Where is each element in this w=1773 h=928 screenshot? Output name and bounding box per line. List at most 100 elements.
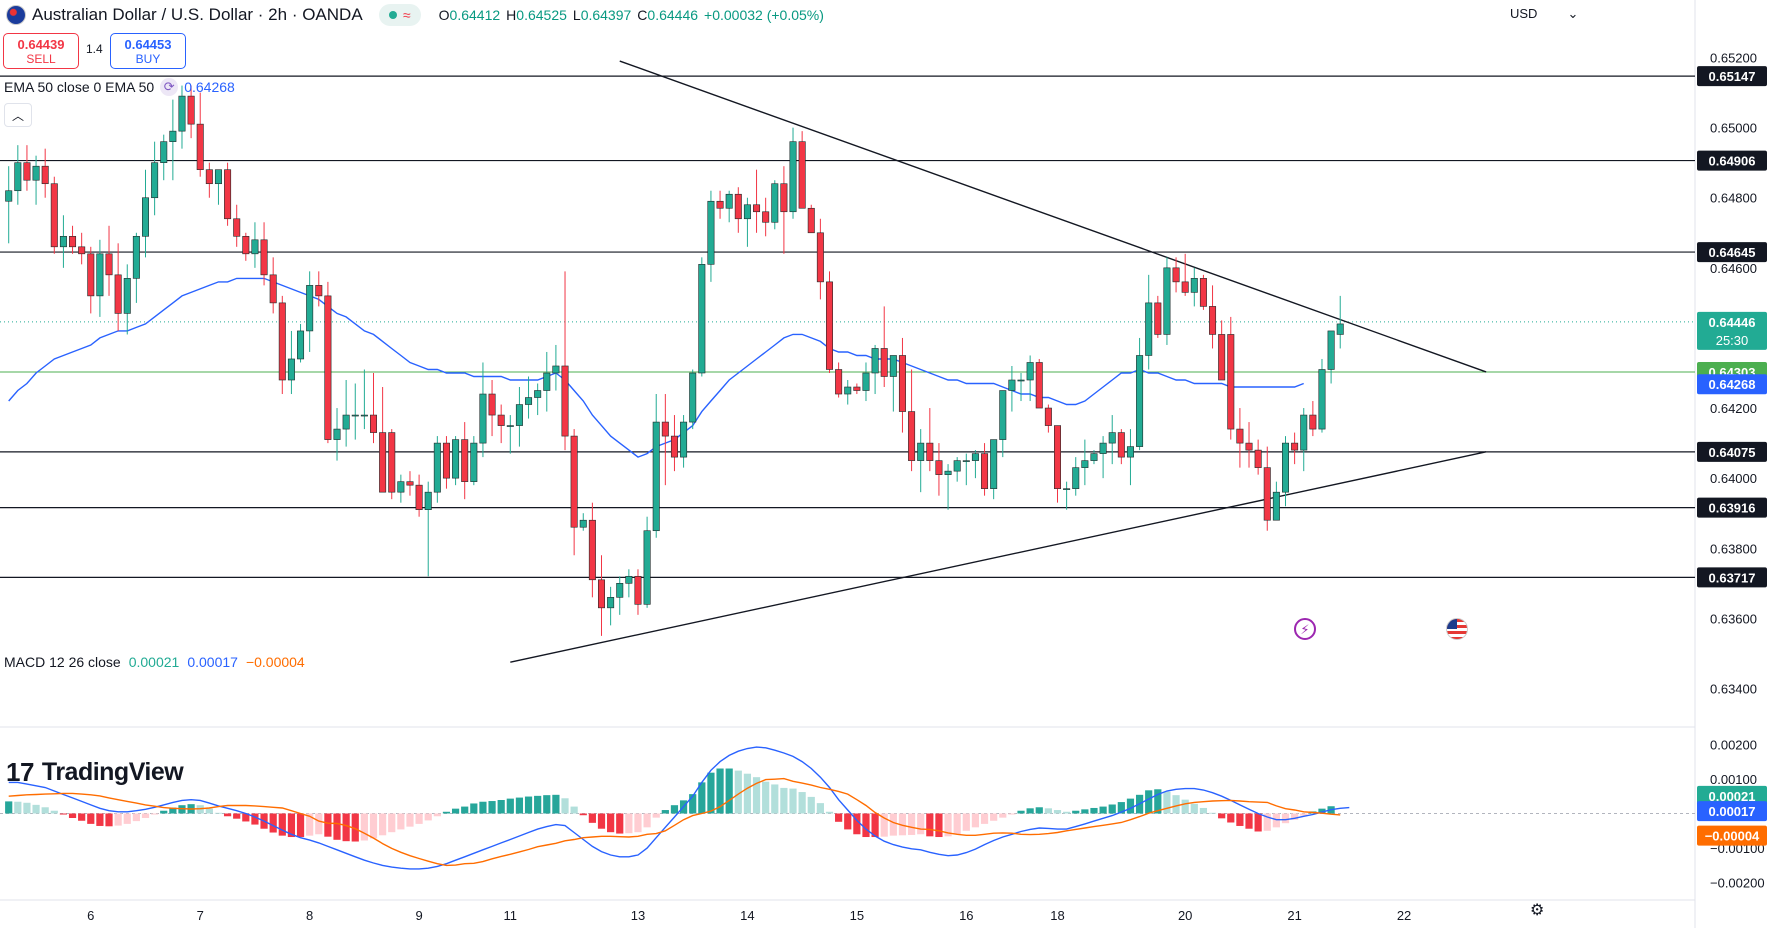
- candle-down: [1263, 467, 1271, 521]
- macd-histogram-bar: [451, 808, 460, 814]
- macd-histogram-bar: [1190, 803, 1198, 814]
- symbol-title[interactable]: Australian Dollar / U.S. Dollar · 2h · O…: [32, 5, 363, 24]
- macd-histogram-bar: [96, 813, 104, 826]
- candle-down: [379, 432, 387, 493]
- tradingview-logo[interactable]: 17 TradingView: [6, 757, 184, 788]
- candle-up: [169, 130, 177, 142]
- macd-histogram-bar: [844, 813, 852, 830]
- candle-up: [59, 235, 67, 248]
- macd-histogram-bar: [5, 801, 13, 814]
- macd-histogram-bar: [1208, 812, 1217, 814]
- macd-tick-label: −0.00200: [1710, 876, 1765, 891]
- candle-up: [142, 197, 150, 237]
- candle-down: [369, 414, 377, 433]
- time-tick-label: 20: [1178, 908, 1192, 923]
- macd-histogram-bar: [862, 813, 870, 838]
- price-tick-label: 0.64600: [1710, 261, 1757, 276]
- macd-histogram-bar: [670, 805, 679, 814]
- candle-up: [14, 162, 22, 192]
- collapse-legend-button[interactable]: ︿: [4, 103, 32, 127]
- candle-up: [333, 428, 341, 440]
- macd-histogram-bar: [470, 803, 478, 814]
- candle-up: [1272, 491, 1280, 521]
- macd-histogram-bar: [1181, 799, 1189, 814]
- macd-line-tag-bg: [1697, 801, 1767, 822]
- candle-up: [771, 183, 779, 223]
- macd-histogram-bar: [917, 813, 925, 835]
- macd-legend[interactable]: MACD 12 26 close 0.00021 0.00017 −0.0000…: [4, 654, 305, 670]
- macd-histogram-bar: [752, 777, 761, 814]
- macd-histogram-bar: [32, 804, 40, 814]
- candle-up: [160, 141, 168, 163]
- macd-histogram-bar: [607, 813, 615, 833]
- level-price-tag-bg: [1697, 242, 1767, 263]
- macd-tick-label: 0.00100: [1710, 772, 1757, 787]
- candle-up: [889, 355, 897, 377]
- ohlc-close: C0.64446: [637, 7, 699, 23]
- candle-down: [825, 281, 833, 370]
- candle-up: [789, 141, 797, 213]
- candle-down: [1291, 442, 1299, 451]
- macd-histogram-bar: [898, 813, 907, 836]
- chevron-up-icon: ︿: [11, 108, 24, 123]
- candle-down: [798, 141, 806, 209]
- candle-up: [397, 481, 405, 493]
- price-tick-label: 0.63800: [1710, 541, 1757, 556]
- ohlc-readout: O0.64412 H0.64525 L0.64397 C0.64446 +0.0…: [439, 7, 824, 23]
- candle-up: [1336, 323, 1344, 335]
- candle-up: [552, 365, 560, 374]
- candle-up: [433, 442, 441, 493]
- macd-histogram-bar: [324, 813, 332, 837]
- candle-up: [1300, 414, 1308, 451]
- candle-down: [1199, 278, 1207, 307]
- macd-histogram-bar: [214, 812, 223, 814]
- candle-up: [1190, 278, 1198, 293]
- macd-legend-macd: 0.00017: [187, 654, 238, 670]
- macd-histogram-bar: [315, 813, 323, 835]
- us-flag-event-icon[interactable]: [1446, 618, 1468, 640]
- candle-up: [698, 264, 706, 374]
- macd-histogram-bar: [1245, 813, 1253, 829]
- macd-histogram-bar: [935, 813, 943, 838]
- time-tick-label: 21: [1287, 908, 1301, 923]
- macd-histogram-bar: [1099, 806, 1107, 814]
- spread-value: 1.4: [86, 42, 103, 56]
- candle-down: [23, 162, 31, 181]
- refresh-icon[interactable]: ⟳: [160, 78, 179, 96]
- candle-down: [1054, 425, 1062, 489]
- settings-gear-icon[interactable]: ⚙: [1530, 902, 1545, 919]
- candle-down: [242, 235, 250, 255]
- candle-down: [716, 200, 724, 209]
- currency-selector[interactable]: USD ⌄: [1510, 6, 1578, 22]
- candle-down: [78, 246, 86, 255]
- macd-histogram-bar: [944, 813, 952, 837]
- macd-tick-label: 0.00200: [1710, 737, 1757, 752]
- macd-histogram-bar: [825, 811, 834, 814]
- lightning-event-icon[interactable]: ⚡: [1294, 618, 1316, 640]
- macd-histogram-bar: [907, 813, 916, 835]
- wave-icon: ≈: [402, 7, 411, 23]
- candle-down: [816, 232, 824, 283]
- candle-down: [114, 274, 122, 314]
- macd-histogram-bar: [953, 813, 961, 835]
- macd-histogram-bar: [734, 770, 742, 814]
- macd-histogram-bar: [798, 792, 806, 814]
- tradingview-mark-icon: 17: [6, 757, 34, 787]
- macd-hist-tag-bg: [1697, 785, 1767, 806]
- candle-up: [306, 285, 314, 332]
- candle-down: [1236, 428, 1244, 444]
- macd-histogram-bar: [14, 801, 22, 814]
- candle-down: [488, 393, 496, 416]
- market-status-pill[interactable]: ≈: [378, 4, 421, 26]
- level-price-tag-bg: [1697, 497, 1767, 518]
- macd-histogram-bar: [1072, 810, 1080, 814]
- candle-down: [753, 204, 761, 213]
- macd-histogram-bar: [442, 811, 451, 814]
- macd-histogram-bar: [524, 796, 533, 814]
- candle-down: [315, 285, 323, 297]
- sell-button[interactable]: 0.64439 SELL: [3, 33, 79, 69]
- buy-button[interactable]: 0.64453 BUY: [110, 33, 186, 69]
- ema-legend[interactable]: EMA 50 close 0 EMA 50 ⟳ 0.64268: [4, 78, 235, 96]
- au-flag-icon: [6, 5, 26, 25]
